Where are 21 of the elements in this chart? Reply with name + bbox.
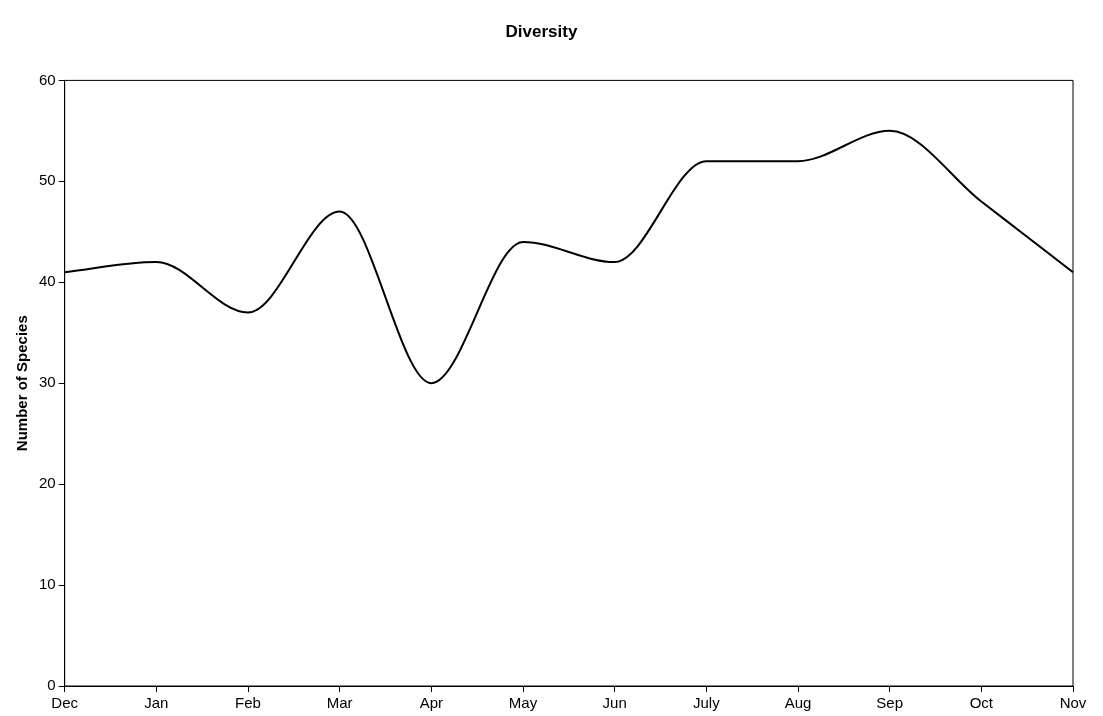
x-tick-label: Sep (876, 694, 904, 712)
x-tick-label: Dec (51, 694, 79, 712)
x-tick-label: Nov (1059, 694, 1087, 712)
x-tick-label: Feb (235, 694, 261, 712)
x-tick-label: Oct (969, 694, 994, 712)
y-tick-label: 0 (47, 676, 56, 694)
x-tick-label: Jun (602, 694, 627, 712)
y-tick-label: 50 (39, 171, 56, 189)
x-tick-label: Mar (326, 694, 353, 712)
x-tick-label: Apr (419, 694, 444, 712)
y-tick-label: 20 (39, 474, 56, 492)
x-tick-label: Aug (784, 694, 812, 712)
chart-title: Diversity (505, 21, 578, 41)
x-tick-label: May (508, 694, 538, 712)
y-tick-label: 40 (39, 272, 56, 290)
x-tick-label: July (693, 694, 721, 712)
y-tick-label: 30 (39, 373, 56, 391)
y-axis-title: Number of Species (13, 315, 31, 452)
y-tick-label: 60 (39, 70, 56, 88)
x-tick-label: Jan (144, 694, 169, 712)
y-tick-label: 10 (39, 575, 56, 593)
